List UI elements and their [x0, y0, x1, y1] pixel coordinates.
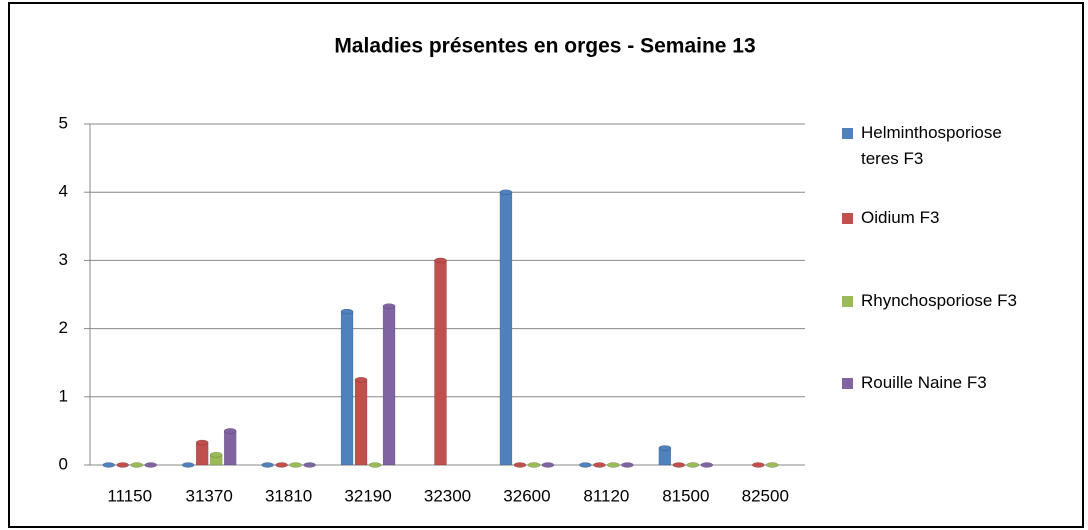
bar [434, 260, 447, 466]
y-tick-label: 1 [59, 386, 68, 405]
y-tick-label: 5 [59, 113, 68, 132]
bar-cap [130, 462, 143, 468]
y-tick-label: 0 [59, 454, 68, 473]
legend-item: Oidium F3 [842, 205, 939, 231]
bar-cap [382, 303, 396, 309]
bar-cap [368, 462, 382, 468]
bar-cap [766, 462, 779, 468]
legend-item: Rouille Naine F3 [842, 370, 987, 396]
bar-cap [658, 445, 672, 451]
bar-cap [752, 462, 765, 468]
legend-swatch [842, 213, 853, 224]
bar [382, 305, 396, 466]
x-tick-label: 32190 [344, 486, 391, 505]
bar-cap [541, 462, 555, 468]
legend-swatch [842, 378, 853, 389]
bar-cap [686, 462, 700, 468]
bar-cap [579, 462, 592, 468]
bar-cap [499, 189, 513, 195]
legend-label: Rhynchosporiose F3 [861, 291, 1017, 310]
y-tick-label: 2 [59, 318, 68, 337]
bar-cap [223, 428, 237, 434]
legend-swatch [842, 128, 853, 139]
legend-label: Helminthosporiose teres F3 [861, 123, 1002, 168]
x-tick-label: 32300 [424, 486, 471, 505]
x-tick-label: 11150 [107, 486, 152, 505]
bar-cap [209, 452, 223, 458]
bar-cap [621, 462, 634, 468]
bar [499, 191, 513, 466]
x-tick-label: 32600 [503, 486, 550, 505]
bar [354, 379, 368, 466]
bar-cap [607, 462, 620, 468]
bar [340, 311, 354, 466]
legend-swatch [842, 296, 853, 307]
bar-cap [593, 462, 606, 468]
y-tick-label: 3 [59, 250, 68, 269]
bar-cap [513, 462, 527, 468]
legend-item: Helminthosporiose teres F3 [842, 120, 1042, 172]
bar-cap [275, 462, 288, 468]
bar-cap [527, 462, 541, 468]
bar-cap [116, 462, 129, 468]
bar [195, 442, 209, 466]
legend-label: Rouille Naine F3 [861, 373, 987, 392]
bar-cap [434, 257, 447, 264]
legend-label: Oidium F3 [861, 208, 940, 227]
bar-cap [340, 308, 354, 315]
chart-title: Maladies présentes en orges - Semaine 13 [334, 35, 755, 58]
bar-cap [354, 377, 368, 383]
bar-cap [700, 462, 714, 468]
x-tick-label: 31810 [265, 486, 312, 505]
x-tick-label: 81500 [662, 486, 709, 505]
border [8, 2, 1084, 528]
bar-cap [303, 462, 316, 468]
bar-cap [144, 462, 157, 468]
bar-cap [195, 439, 209, 446]
x-tick-label: 81120 [583, 486, 629, 505]
y-tick-label: 4 [59, 182, 68, 201]
bar-cap [261, 462, 274, 468]
bar-cap [181, 462, 195, 468]
bar-cap [289, 462, 302, 468]
x-tick-label: 82500 [742, 486, 789, 505]
legend-item: Rhynchosporiose F3 [842, 288, 1017, 314]
x-tick-label: 31370 [186, 486, 233, 505]
bar [223, 430, 237, 466]
bar-cap [672, 462, 686, 468]
bar-cap [102, 462, 115, 468]
